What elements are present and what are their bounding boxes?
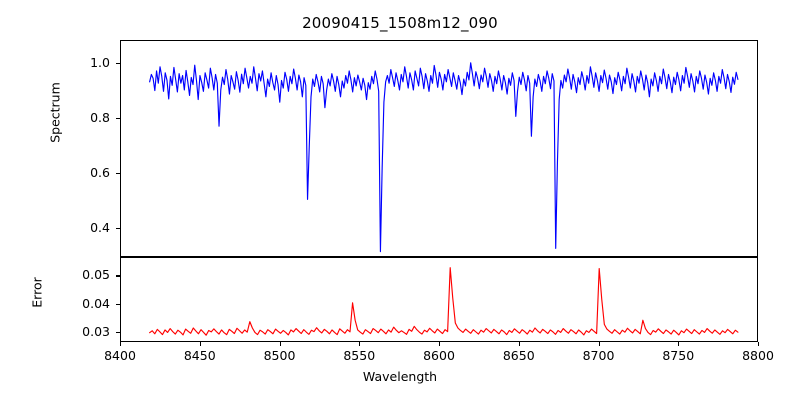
x-tick-mark xyxy=(439,342,441,346)
spectrum-line xyxy=(149,62,739,253)
x-tick-label: 8550 xyxy=(343,348,376,363)
spectrum-y-tick-mark xyxy=(116,63,120,65)
spectrum-y-tick-mark xyxy=(116,118,120,120)
x-tick-mark xyxy=(120,342,122,346)
error-y-axis-label: Error xyxy=(29,277,45,308)
spectrum-y-tick-label: 0.6 xyxy=(90,165,110,181)
error-y-tick-label: 0.05 xyxy=(82,267,110,283)
spectrum-y-tick-label: 0.4 xyxy=(90,220,110,236)
spectrum-y-tick-mark xyxy=(116,173,120,175)
error-y-tick-label: 0.03 xyxy=(82,324,110,340)
x-tick-mark xyxy=(518,342,520,346)
x-tick-mark xyxy=(598,342,600,346)
x-tick-mark xyxy=(758,342,760,346)
x-tick-label: 8600 xyxy=(423,348,455,363)
x-tick-label: 8400 xyxy=(104,348,136,363)
chart-title: 20090415_1508m12_090 xyxy=(302,14,498,32)
spectrum-plot-area xyxy=(149,62,739,253)
x-tick-mark xyxy=(678,342,680,346)
x-tick-mark xyxy=(199,342,201,346)
x-tick-label: 8650 xyxy=(502,348,535,363)
x-tick-label: 8750 xyxy=(662,348,695,363)
spectrum-y-tick-mark xyxy=(116,228,120,230)
x-tick-mark xyxy=(279,342,281,346)
spectrum-panel xyxy=(120,40,758,257)
error-y-tick-label: 0.04 xyxy=(82,295,110,311)
x-axis-label: Wavelength xyxy=(362,369,438,384)
error-y-tick-mark xyxy=(116,275,120,277)
error-plot-area xyxy=(149,267,739,336)
x-tick-label: 8800 xyxy=(742,348,774,363)
x-tick-label: 8500 xyxy=(263,348,296,363)
spectrum-y-tick-label: 0.8 xyxy=(90,110,110,126)
x-tick-label: 8450 xyxy=(183,348,216,363)
error-panel xyxy=(120,257,758,342)
error-line xyxy=(149,267,739,336)
x-tick-label: 8700 xyxy=(582,348,615,363)
error-y-tick-mark xyxy=(116,303,120,305)
spectrum-y-tick-label: 1.0 xyxy=(90,55,110,71)
x-tick-mark xyxy=(359,342,361,346)
error-y-tick-mark xyxy=(116,332,120,334)
